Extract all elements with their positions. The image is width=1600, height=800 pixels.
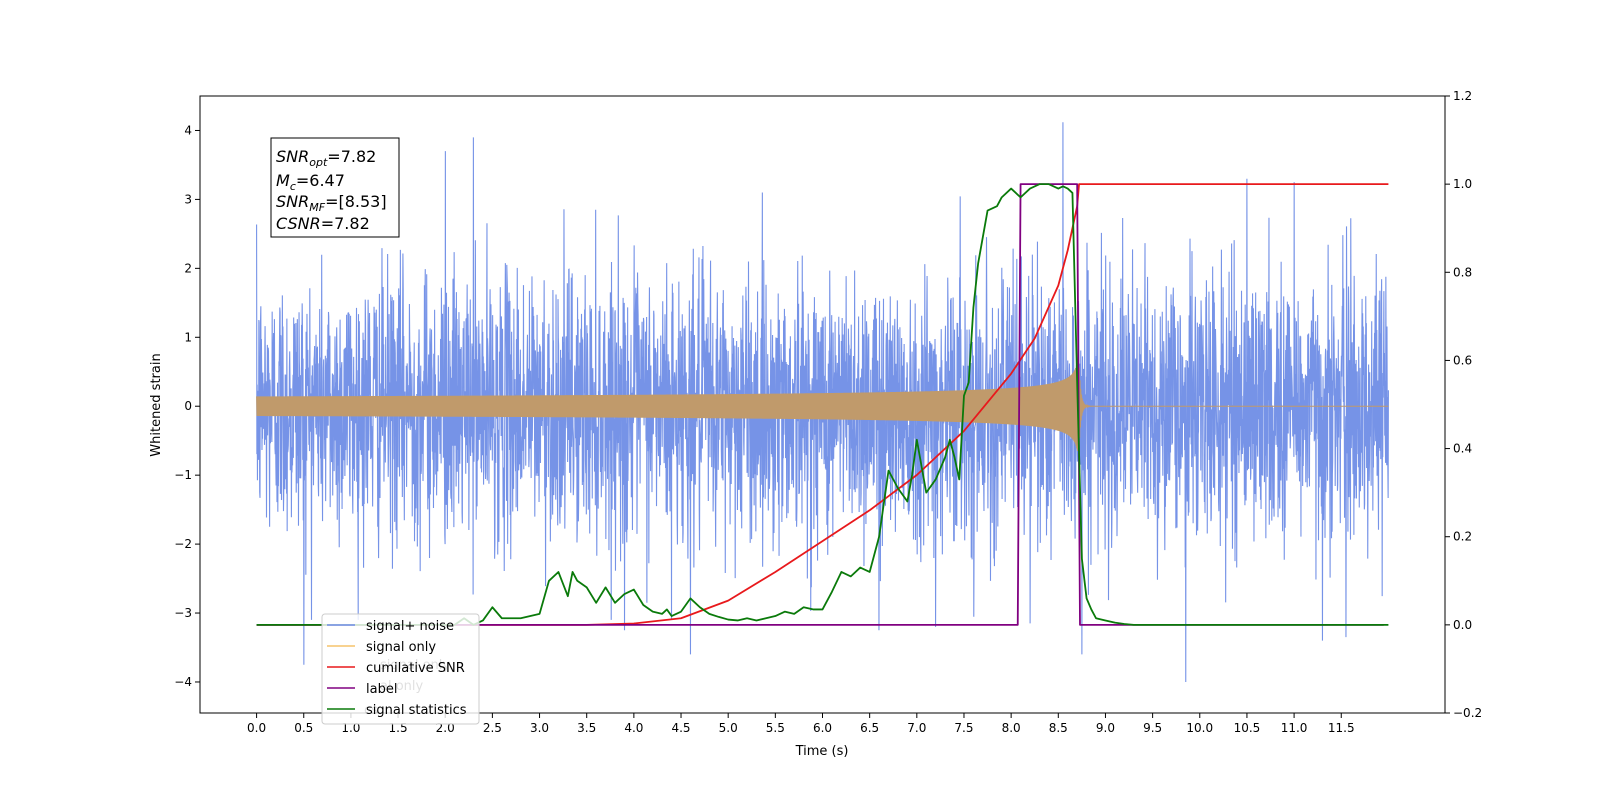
x-tick-label: 9.0 bbox=[1096, 721, 1115, 735]
annotation-csnr: CSNR=7.82 bbox=[276, 214, 370, 233]
x-tick-label: 11.0 bbox=[1281, 721, 1308, 735]
y2-tick-label: 0.0 bbox=[1453, 618, 1472, 632]
x-tick-label: 8.5 bbox=[1049, 721, 1068, 735]
x-tick-label: 5.0 bbox=[719, 721, 738, 735]
x-tick-label: 7.0 bbox=[907, 721, 926, 735]
series-cumulative-snr bbox=[256, 183, 1389, 626]
x-tick-label: 2.5 bbox=[483, 721, 502, 735]
x-axis: 0.0 0.5 1.0 1.5 2.0 2.5 3.0 3.5 4.0 4.5 5.0 5.5 6.0 6… bbox=[247, 713, 1355, 735]
y2-tick-label: 0.6 bbox=[1453, 353, 1472, 367]
annotation-snr-opt: SNRopt=7.82 bbox=[276, 147, 376, 169]
legend-label-cumulative-snr: cumilative SNR bbox=[366, 661, 465, 676]
annotation-snr-mf: SNRMF=[8.53] bbox=[276, 192, 387, 214]
legend-label-signal-statistics: signal statistics bbox=[366, 703, 467, 718]
x-axis-label: Time (s) bbox=[795, 744, 849, 759]
series-signal-statistics bbox=[256, 183, 1389, 626]
y-tick-label: −4 bbox=[174, 675, 192, 689]
snr-annotation-box: SNRopt=7.82 Mc=6.47 SNRMF=[8.53] CSNR=7.… bbox=[270, 137, 400, 238]
legend-label-signal-noise: signal+ noise bbox=[366, 619, 454, 634]
x-tick-label: 5.5 bbox=[766, 721, 785, 735]
x-tick-label: 4.5 bbox=[671, 721, 690, 735]
x-tick-label: 10.0 bbox=[1186, 721, 1213, 735]
legend-hidden-text: signal only bbox=[380, 658, 450, 673]
y2-tick-label: 1.2 bbox=[1453, 89, 1472, 103]
y-tick-label: −2 bbox=[174, 537, 192, 551]
y2-tick-label: 1.0 bbox=[1453, 177, 1472, 191]
y-tick-label: −3 bbox=[174, 606, 192, 620]
y-tick-label: 1 bbox=[184, 330, 192, 344]
y-axis-right: 1.2 1.0 0.8 0.6 0.4 0.2 0.0 −0.2 bbox=[1445, 89, 1482, 720]
y2-tick-label: 0.8 bbox=[1453, 265, 1472, 279]
y-tick-label: 2 bbox=[184, 261, 192, 275]
legend-hidden-text: al only bbox=[380, 679, 424, 694]
y-tick-label: 4 bbox=[184, 123, 192, 137]
x-tick-label: 8.0 bbox=[1002, 721, 1021, 735]
x-tick-label: 11.5 bbox=[1328, 721, 1355, 735]
x-tick-label: 9.5 bbox=[1143, 721, 1162, 735]
x-tick-label: 4.0 bbox=[624, 721, 643, 735]
legend: signal only al only cs signal+ noise sig… bbox=[321, 613, 480, 725]
y-tick-label: −1 bbox=[174, 468, 192, 482]
x-tick-label: 3.0 bbox=[530, 721, 549, 735]
y-axis-left: 4 3 2 1 0 −1 −2 −3 −4 bbox=[174, 123, 200, 689]
x-tick-label: 10.5 bbox=[1234, 721, 1261, 735]
x-tick-label: 0.0 bbox=[247, 721, 266, 735]
legend-label-label: label bbox=[366, 682, 397, 697]
series-signal-only bbox=[256, 361, 1389, 452]
legend-hidden-text: cs bbox=[364, 703, 378, 718]
x-tick-label: 3.5 bbox=[577, 721, 596, 735]
annotation-chirp-mass: Mc=6.47 bbox=[276, 171, 345, 193]
y-tick-label: 3 bbox=[184, 192, 192, 206]
series-layer bbox=[256, 122, 1389, 682]
x-tick-label: 7.5 bbox=[954, 721, 973, 735]
legend-label-signal-only: signal only bbox=[366, 640, 436, 655]
x-tick-label: 6.0 bbox=[813, 721, 832, 735]
y2-tick-label: −0.2 bbox=[1453, 706, 1482, 720]
y-tick-label: 0 bbox=[184, 399, 192, 413]
x-tick-label: 0.5 bbox=[294, 721, 313, 735]
series-signal-noise bbox=[256, 122, 1389, 682]
y2-tick-label: 0.2 bbox=[1453, 530, 1472, 544]
x-tick-label: 6.5 bbox=[860, 721, 879, 735]
y2-tick-label: 0.4 bbox=[1453, 442, 1472, 456]
y-axis-label: Whitened strain bbox=[149, 353, 164, 456]
